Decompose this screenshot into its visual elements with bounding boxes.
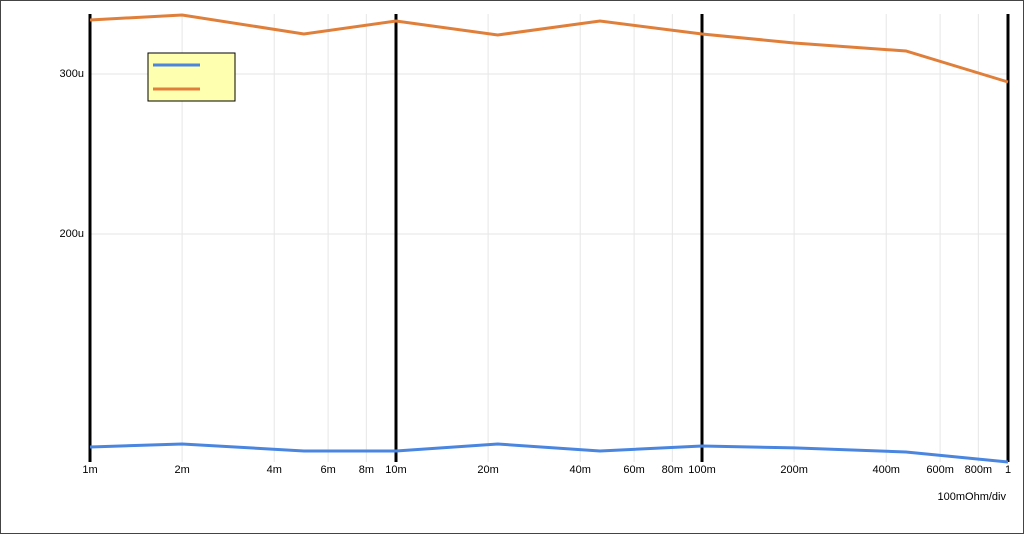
x-tick-label: 80m [662,464,683,476]
x-tick-label: 4m [267,464,282,476]
series-line [89,442,1009,464]
x-tick-label: 800m [965,464,993,476]
legend [147,52,236,102]
x-tick-label: 600m [926,464,954,476]
x-tick-label: 400m [872,464,900,476]
x-tick-label: 40m [570,464,591,476]
x-axis-label: 100mOhm/div [938,491,1007,503]
y-tick-label: 300u [60,68,84,80]
x-tick-label: 6m [320,464,335,476]
x-tick-label: 100m [688,464,716,476]
x-tick-label: 8m [359,464,374,476]
x-tick-label: 1 [1005,464,1011,476]
y-tick-label: 200u [60,228,84,240]
x-tick-label: 2m [174,464,189,476]
x-tick-label: 20m [477,464,498,476]
x-tick-label: 10m [385,464,406,476]
series-line [89,13,1009,84]
x-tick-label: 200m [780,464,808,476]
x-tick-label: 60m [623,464,644,476]
x-tick-label: 1m [82,464,97,476]
